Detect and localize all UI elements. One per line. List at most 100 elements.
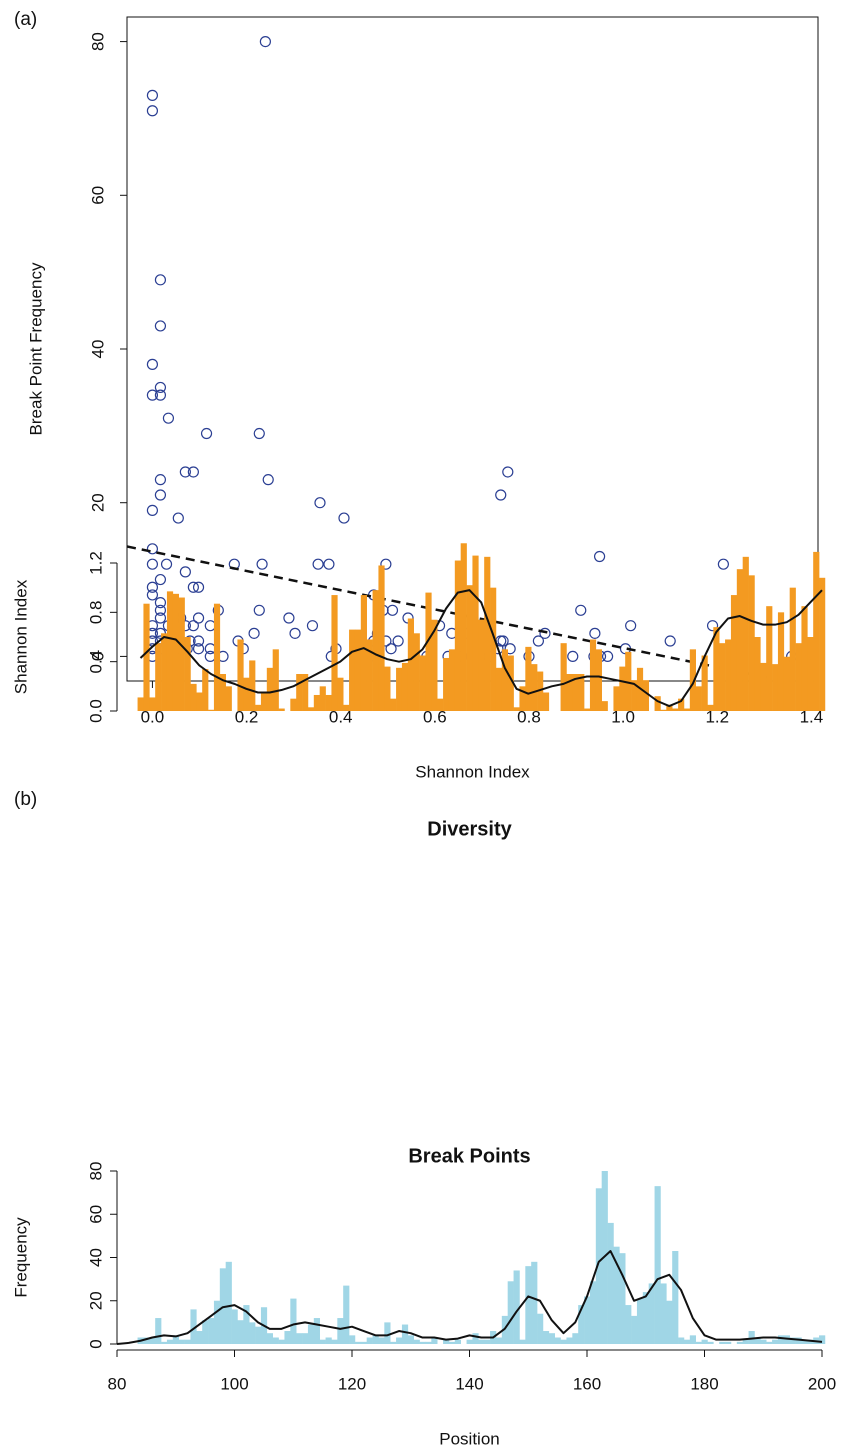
- bar: [701, 655, 708, 711]
- bar: [584, 708, 591, 711]
- point: [146, 589, 159, 601]
- point: [338, 512, 350, 524]
- y-tick-label: 60: [88, 186, 107, 205]
- point: [593, 550, 606, 563]
- bar: [401, 1324, 409, 1344]
- bar: [772, 1339, 779, 1344]
- bar: [143, 603, 150, 711]
- point: [392, 635, 404, 647]
- x-tick-label: 0.8: [517, 707, 541, 726]
- bar: [354, 1341, 362, 1344]
- point: [589, 627, 601, 639]
- bar: [683, 1339, 691, 1344]
- bar: [589, 639, 597, 711]
- bar: [325, 1337, 332, 1344]
- bar: [272, 1337, 279, 1344]
- bar: [202, 669, 209, 711]
- bar: [501, 649, 508, 711]
- bar: [678, 1337, 685, 1344]
- bar: [172, 593, 179, 711]
- bar: [560, 1339, 567, 1344]
- bar: [319, 686, 326, 711]
- x-tick-label: 0.2: [235, 707, 259, 726]
- bar: [290, 698, 297, 711]
- bar: [495, 1337, 503, 1344]
- point: [625, 620, 637, 632]
- bar: [325, 694, 332, 711]
- point: [204, 620, 216, 632]
- point: [502, 466, 514, 478]
- bar: [560, 643, 567, 711]
- bar: [266, 1333, 273, 1344]
- point: [539, 627, 551, 639]
- point: [154, 274, 167, 286]
- bar: [255, 1326, 262, 1344]
- bar: [584, 1296, 591, 1344]
- point: [532, 635, 544, 647]
- x-tick-label: 200: [808, 1374, 836, 1393]
- point: [248, 627, 260, 639]
- bar: [519, 686, 526, 711]
- point: [289, 627, 301, 639]
- bar: [466, 1339, 473, 1344]
- bar: [425, 1341, 432, 1344]
- bar: [601, 701, 608, 711]
- bar: [302, 674, 309, 711]
- y-tick-label: 20: [88, 493, 107, 512]
- bar: [537, 671, 544, 711]
- bar: [372, 1335, 379, 1344]
- bar: [366, 639, 373, 711]
- bar: [513, 707, 520, 711]
- y-axis-title: Frequency: [11, 1217, 30, 1298]
- bar: [272, 649, 279, 711]
- point: [283, 612, 295, 624]
- bar: [819, 1335, 826, 1344]
- bar: [595, 649, 602, 711]
- bar: [225, 1261, 232, 1344]
- bar: [155, 1318, 162, 1344]
- bar: [149, 1337, 156, 1344]
- point: [567, 650, 579, 663]
- point: [162, 412, 175, 424]
- bar: [531, 664, 538, 711]
- bar: [255, 704, 262, 711]
- bar: [619, 666, 626, 711]
- bar: [642, 680, 649, 711]
- point: [323, 558, 335, 570]
- x-tick-label: 1.0: [611, 707, 635, 726]
- bar: [243, 677, 250, 711]
- bar: [566, 674, 573, 711]
- point: [154, 381, 167, 394]
- point: [717, 558, 729, 570]
- bar: [572, 674, 579, 711]
- bar: [360, 1341, 367, 1344]
- point: [154, 489, 167, 501]
- bar: [178, 597, 185, 711]
- x-tick-label: 140: [455, 1374, 483, 1393]
- bar: [478, 1339, 485, 1344]
- x-tick-label: 180: [690, 1374, 718, 1393]
- bar: [302, 1333, 309, 1344]
- bar: [431, 1337, 438, 1344]
- point: [146, 389, 159, 401]
- point: [314, 497, 326, 509]
- bar: [454, 1339, 461, 1344]
- bar: [707, 1341, 714, 1344]
- bar: [237, 1320, 244, 1344]
- point: [200, 427, 213, 440]
- bar: [613, 1246, 620, 1344]
- point: [187, 466, 199, 478]
- point: [154, 604, 167, 616]
- bar: [208, 1318, 215, 1344]
- y-tick-label: 80: [88, 32, 107, 51]
- bar: [572, 1333, 579, 1344]
- bar: [296, 1333, 303, 1344]
- bar: [736, 1341, 743, 1344]
- y-tick-label: 40: [86, 1248, 105, 1267]
- bar: [495, 667, 503, 711]
- smooth-line: [139, 589, 823, 708]
- chart-title: Break Points: [408, 1145, 530, 1167]
- y-tick-label: 0.4: [86, 650, 105, 674]
- bar: [372, 590, 379, 711]
- bar: [161, 633, 168, 711]
